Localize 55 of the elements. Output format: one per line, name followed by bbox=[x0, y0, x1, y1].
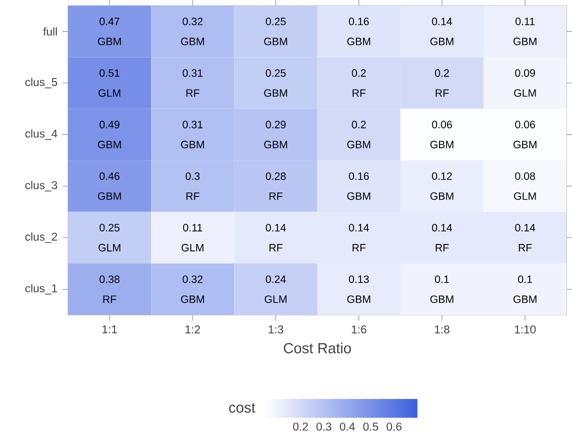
y-tick-label: clus_2 bbox=[25, 232, 58, 243]
x-tick-label: 1:2 bbox=[186, 325, 200, 334]
data-label: 0.14 GBM bbox=[430, 18, 454, 46]
data-label: 0.46 GBM bbox=[98, 172, 121, 200]
data-label: 0.14 RF bbox=[348, 224, 369, 252]
data-label: 0.32 GBM bbox=[181, 275, 204, 303]
color-bar-label: 0.5 bbox=[363, 422, 378, 431]
data-label: 0.38 RF bbox=[100, 276, 120, 303]
color-bar-title: cost bbox=[229, 403, 256, 413]
data-label: 0.11 GBM bbox=[514, 18, 536, 46]
data-label: 0.1 GBM bbox=[514, 275, 536, 303]
data-label: 0.14 RF bbox=[515, 224, 536, 252]
data-label: 0.08 GLM bbox=[514, 172, 536, 200]
y-tick-label: clus_3 bbox=[25, 180, 58, 192]
x-tick-label: 1:6 bbox=[352, 325, 366, 334]
data-label: 0.06 GBM bbox=[514, 120, 536, 148]
x-tick-label: 1:8 bbox=[434, 325, 450, 334]
data-label: 0.47 GBM bbox=[98, 18, 121, 46]
y-tick-label: clus_5 bbox=[25, 78, 58, 88]
data-label: 0.25 GBM bbox=[264, 18, 288, 46]
data-label: 0.11 GLM bbox=[182, 224, 204, 252]
data-label: 0.25 GLM bbox=[98, 224, 120, 252]
x-tick-label: 1:10 bbox=[514, 325, 536, 334]
x-axis-title: Cost Ratio bbox=[284, 342, 351, 354]
data-label: 0.06 GBM bbox=[430, 120, 454, 148]
color-bar-label: 0.2 bbox=[293, 422, 308, 431]
data-label: 0.16 GBM bbox=[347, 18, 370, 46]
data-label: 0.09 GLM bbox=[514, 69, 536, 97]
data-label: 0.31 GBM bbox=[181, 120, 204, 148]
data-label: 0.14 RF bbox=[432, 224, 452, 252]
y-tick-label: full bbox=[43, 27, 57, 36]
data-label: 0.3 RF bbox=[186, 172, 200, 200]
y-tick-label: clus_4 bbox=[25, 129, 58, 140]
color-bar-label: 0.4 bbox=[340, 422, 355, 431]
data-label: 0.51 GLM bbox=[98, 69, 120, 97]
data-label: 0.14 RF bbox=[266, 224, 286, 252]
color-bar-label: 0.6 bbox=[386, 422, 402, 431]
data-label: 0.49 GBM bbox=[98, 120, 121, 148]
data-label: 0.12 GBM bbox=[430, 172, 454, 200]
x-tick-label: 1:3 bbox=[268, 325, 284, 334]
data-label: 0.2 RF bbox=[352, 69, 366, 97]
data-label: 0.32 GBM bbox=[181, 18, 204, 46]
y-tick-label: clus_1 bbox=[25, 284, 58, 294]
data-label: 0.1 GBM bbox=[430, 275, 454, 303]
color-bar-label: 0.3 bbox=[316, 422, 332, 431]
data-label: 0.2 GBM bbox=[347, 120, 370, 148]
data-label: 0.24 GLM bbox=[264, 275, 286, 303]
data-label: 0.29 GBM bbox=[264, 120, 288, 148]
data-label: 0.25 GBM bbox=[264, 69, 288, 97]
data-label: 0.16 GBM bbox=[347, 172, 370, 200]
data-label: 0.31 RF bbox=[182, 69, 203, 97]
data-label: 0.13 GBM bbox=[347, 275, 370, 303]
data-label: 0.2 RF bbox=[435, 69, 449, 97]
data-label: 0.28 RF bbox=[266, 172, 286, 200]
x-tick-label: 1:1 bbox=[102, 325, 117, 334]
